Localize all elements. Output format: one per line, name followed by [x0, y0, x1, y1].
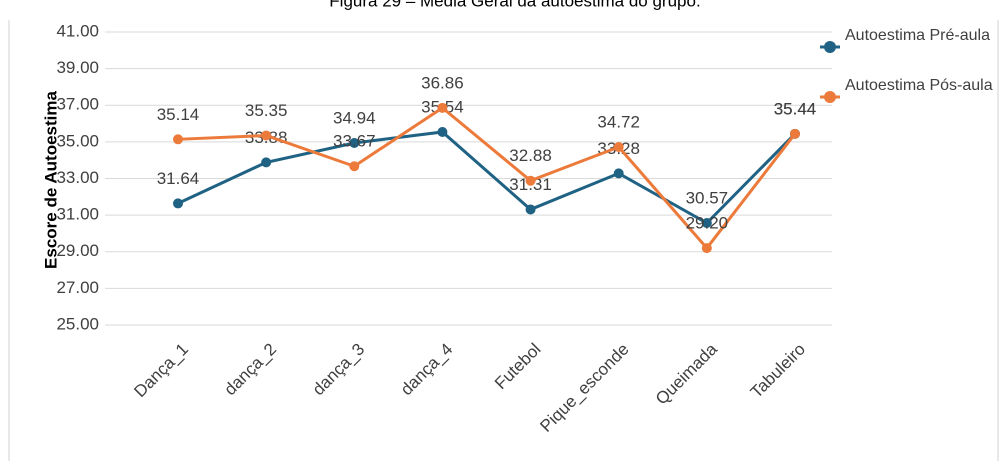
y-tick-label: 25.00: [56, 314, 99, 333]
x-tick-label: Dança_1: [130, 340, 192, 402]
data-label: 30.57: [686, 188, 729, 207]
point: [789, 128, 800, 139]
x-tick-label: Futebol: [491, 340, 545, 394]
series-line: [177, 105, 797, 251]
data-label: 34.72: [597, 112, 640, 131]
x-tick-label: Pique_esconde: [536, 340, 632, 436]
data-label: 35.44: [774, 99, 817, 118]
data-label: 29.20: [686, 214, 729, 233]
point: [525, 175, 536, 186]
point: [349, 161, 360, 172]
data-label: 36.86: [421, 73, 464, 92]
x-tick-label: Tabuleiro: [747, 340, 809, 402]
point: [613, 142, 624, 153]
data-label: 31.64: [157, 169, 200, 188]
point: [701, 217, 712, 228]
legend-marker: [824, 91, 836, 103]
point: [261, 130, 272, 141]
y-tick-label: 29.00: [56, 241, 99, 260]
x-tick-label: dança_2: [221, 340, 281, 400]
data-label: 34.94: [333, 108, 376, 127]
data-label: 35.44: [774, 99, 817, 118]
y-tick-label: 37.00: [56, 95, 99, 114]
y-tick-label: 41.00: [56, 21, 99, 40]
point: [525, 204, 536, 215]
point: [261, 157, 272, 168]
point: [613, 168, 624, 179]
legend-label: Autoestima Pós-aula: [845, 77, 993, 94]
legend-marker: [824, 41, 836, 53]
y-tick-label: 33.00: [56, 168, 99, 187]
y-tick-label: 35.00: [56, 131, 99, 150]
point: [173, 134, 183, 145]
data-label: 35.14: [157, 105, 200, 124]
y-axis-label: Escore de Autoestima: [41, 90, 60, 268]
x-tick-label: dança_4: [397, 340, 457, 400]
data-label: 33.67: [333, 132, 376, 151]
data-label: 35.35: [245, 101, 288, 120]
point: [701, 243, 712, 254]
data-label: 32.88: [509, 146, 552, 165]
point: [349, 137, 360, 148]
y-tick-label: 39.00: [56, 58, 99, 77]
legend-label: Autoestima Pré-aula: [845, 27, 990, 44]
y-tick-label: 31.00: [56, 205, 99, 224]
chart-title: Figura 29 – Média Geral da autoestima do…: [329, 0, 700, 10]
point: [437, 126, 448, 137]
point: [437, 102, 448, 113]
x-tick-label: Queimada: [652, 339, 721, 408]
x-tick-label: dança_3: [309, 340, 369, 400]
point: [173, 198, 183, 209]
y-tick-label: 27.00: [56, 278, 99, 297]
series-line: [177, 130, 797, 225]
